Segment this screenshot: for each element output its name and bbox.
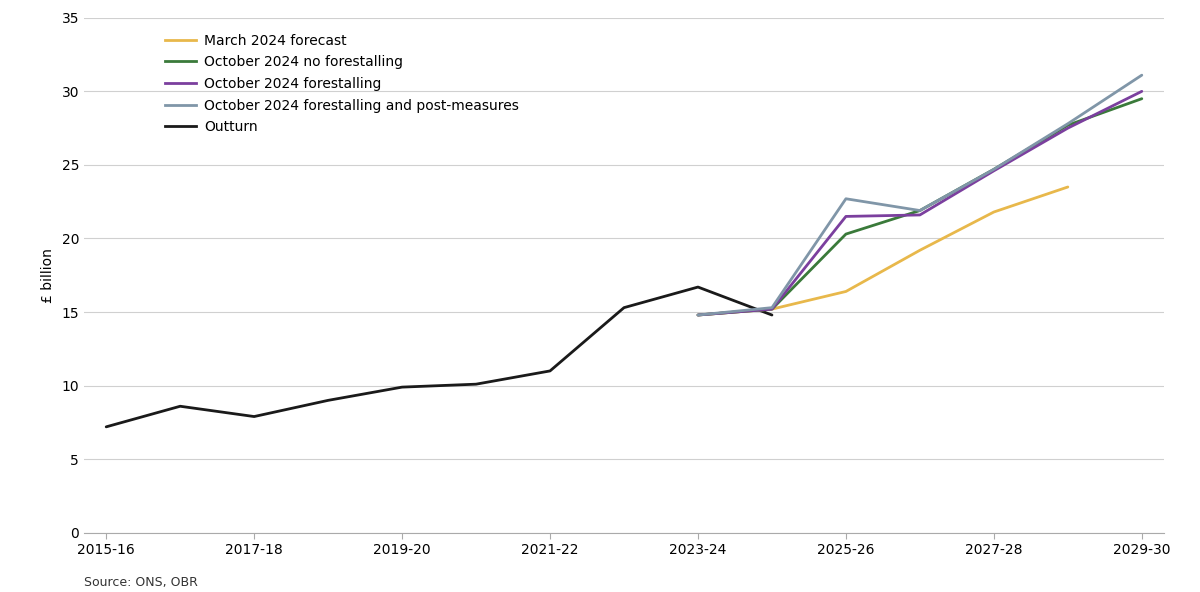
Line: October 2024 forestalling: October 2024 forestalling (698, 91, 1142, 315)
October 2024 forestalling (986, 168, 1001, 175)
Legend: March 2024 forecast, October 2024 no forestalling, October 2024 forestalling, Oc: March 2024 forecast, October 2024 no for… (160, 28, 524, 140)
Line: March 2024 forecast: March 2024 forecast (698, 187, 1068, 315)
Line: October 2024 no forestalling: October 2024 no forestalling (698, 99, 1142, 315)
October 2024 no forestalling (913, 207, 928, 214)
October 2024 no forestalling (691, 311, 706, 318)
Outturn (691, 284, 706, 291)
Text: Source: ONS, OBR: Source: ONS, OBR (84, 576, 198, 589)
Outturn (98, 423, 113, 430)
October 2024 no forestalling (764, 305, 779, 313)
October 2024 forestalling and post-measures (986, 166, 1001, 173)
Y-axis label: £ billion: £ billion (41, 248, 54, 303)
October 2024 forestalling and post-measures (691, 311, 706, 318)
Outturn (469, 381, 484, 388)
March 2024 forecast (986, 208, 1001, 215)
Line: Outturn: Outturn (106, 287, 772, 427)
Outturn (173, 403, 187, 410)
October 2024 forestalling and post-measures (839, 195, 853, 202)
Outturn (764, 311, 779, 318)
Outturn (247, 413, 262, 420)
March 2024 forecast (913, 247, 928, 254)
Outturn (395, 384, 409, 391)
Outturn (320, 397, 335, 404)
October 2024 no forestalling (1135, 95, 1150, 102)
October 2024 forestalling (1061, 124, 1075, 131)
March 2024 forecast (764, 305, 779, 313)
March 2024 forecast (839, 288, 853, 295)
Line: October 2024 forestalling and post-measures: October 2024 forestalling and post-measu… (698, 75, 1142, 315)
October 2024 no forestalling (839, 230, 853, 237)
October 2024 forestalling (764, 305, 779, 313)
October 2024 forestalling (839, 213, 853, 220)
Outturn (617, 304, 631, 311)
October 2024 forestalling and post-measures (913, 207, 928, 214)
October 2024 no forestalling (986, 166, 1001, 173)
March 2024 forecast (691, 311, 706, 318)
October 2024 forestalling (913, 211, 928, 218)
October 2024 forestalling and post-measures (1061, 120, 1075, 127)
October 2024 forestalling (1135, 88, 1150, 95)
October 2024 no forestalling (1061, 121, 1075, 128)
October 2024 forestalling and post-measures (764, 304, 779, 311)
October 2024 forestalling (691, 311, 706, 318)
Outturn (542, 368, 557, 375)
October 2024 forestalling and post-measures (1135, 72, 1150, 79)
March 2024 forecast (1061, 184, 1075, 191)
